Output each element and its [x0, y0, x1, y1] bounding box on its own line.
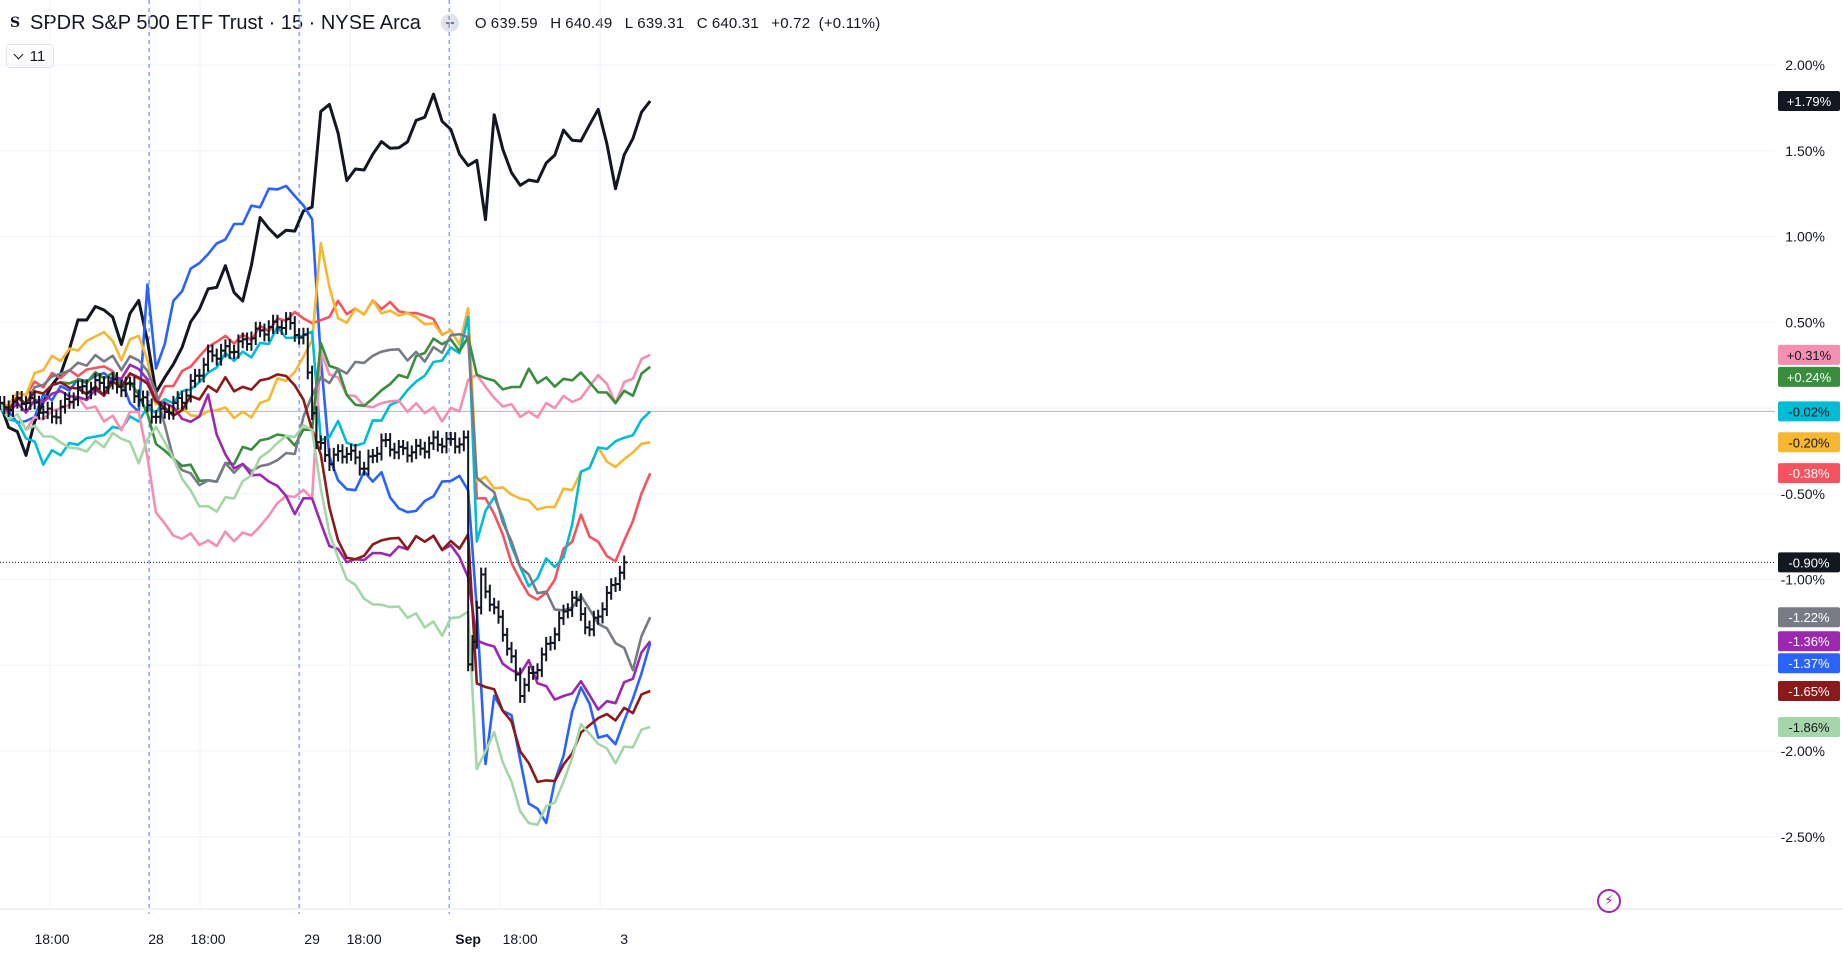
series-value-badge [1778, 607, 1840, 628]
series-value-label: +1.79% [1787, 94, 1832, 109]
series-value-label: +0.24% [1787, 370, 1832, 385]
symbol-logo: S [6, 14, 24, 32]
x-tick-label: 18:00 [191, 931, 226, 947]
series-value-label: -1.37% [1788, 656, 1830, 671]
series-value-label: -0.20% [1788, 435, 1830, 450]
lightning-icon[interactable]: ⚡ [1597, 889, 1621, 913]
y-tick-label: -0.50% [1781, 486, 1825, 502]
series-value-label: -1.86% [1788, 720, 1830, 735]
series-value-badge [1778, 552, 1840, 573]
series-value-label: -0.38% [1788, 466, 1830, 481]
change-percent: (+0.11%) [818, 14, 881, 32]
ohlc-readout: O 639.59 H 640.49 L 639.31 C 640.31 +0.72 (+… [474, 14, 881, 32]
series-value-label: +0.31% [1787, 348, 1832, 363]
comparison-line-8 [0, 332, 652, 672]
y-tick-label: -2.00% [1781, 743, 1825, 759]
series-value-badge [1778, 631, 1840, 652]
comparison-line-3 [0, 299, 652, 601]
series-value-badge [1778, 463, 1840, 484]
chart-header: S SPDR S&P 500 ETF Trust · 15 · NYSE Arc… [6, 10, 884, 36]
comparison-line-6 [0, 350, 651, 548]
x-tick-label: Sep [455, 931, 481, 947]
y-tick-label: -1.00% [1781, 572, 1825, 588]
comparison-line-4 [0, 241, 651, 511]
series-value-badge [1778, 344, 1840, 365]
series-value-badge [1778, 366, 1840, 387]
comparison-line-1 [0, 92, 652, 457]
low-value: 639.31 [637, 14, 685, 32]
series-value-badge [1778, 653, 1840, 674]
x-tick-label: 18:00 [34, 931, 69, 947]
comparison-line-7 [0, 335, 652, 483]
series-value-label: -1.65% [1788, 684, 1830, 699]
comparison-line-11 [0, 402, 651, 826]
close-value: 640.31 [711, 14, 759, 32]
y-tick-label: 1.00% [1785, 229, 1825, 245]
series-value-label: -0.90% [1788, 555, 1830, 570]
series-value-badge [1778, 680, 1840, 701]
series-value-label: -1.22% [1788, 610, 1830, 625]
change-value: +0.72 [771, 14, 811, 32]
comparison-line-10 [0, 372, 651, 784]
series-value-label: -1.36% [1788, 634, 1830, 649]
series-value-label: -0.02% [1788, 404, 1830, 419]
open-value: 639.59 [490, 14, 538, 32]
series-value-badge [1778, 432, 1840, 453]
y-tick-label: 2.00% [1785, 57, 1825, 73]
series-value-badge [1778, 91, 1840, 112]
indicator-count: 11 [29, 47, 46, 65]
x-tick-label: 28 [148, 931, 164, 947]
indicators-collapse-button[interactable]: 11 [6, 44, 54, 68]
x-tick-label: 18:00 [503, 931, 538, 947]
series-value-badge [1778, 716, 1840, 737]
x-tick-label: 3 [620, 931, 628, 947]
x-tick-label: 18:00 [347, 931, 382, 947]
series-value-badge [1778, 401, 1840, 422]
y-tick-label: 0.50% [1785, 314, 1825, 330]
symbol-title[interactable]: SPDR S&P 500 ETF Trust · 15 · NYSE Arca [30, 11, 421, 34]
y-tick-label: 1.50% [1785, 143, 1825, 159]
x-tick-label: 29 [304, 931, 320, 947]
y-tick-label: -2.50% [1781, 829, 1825, 845]
